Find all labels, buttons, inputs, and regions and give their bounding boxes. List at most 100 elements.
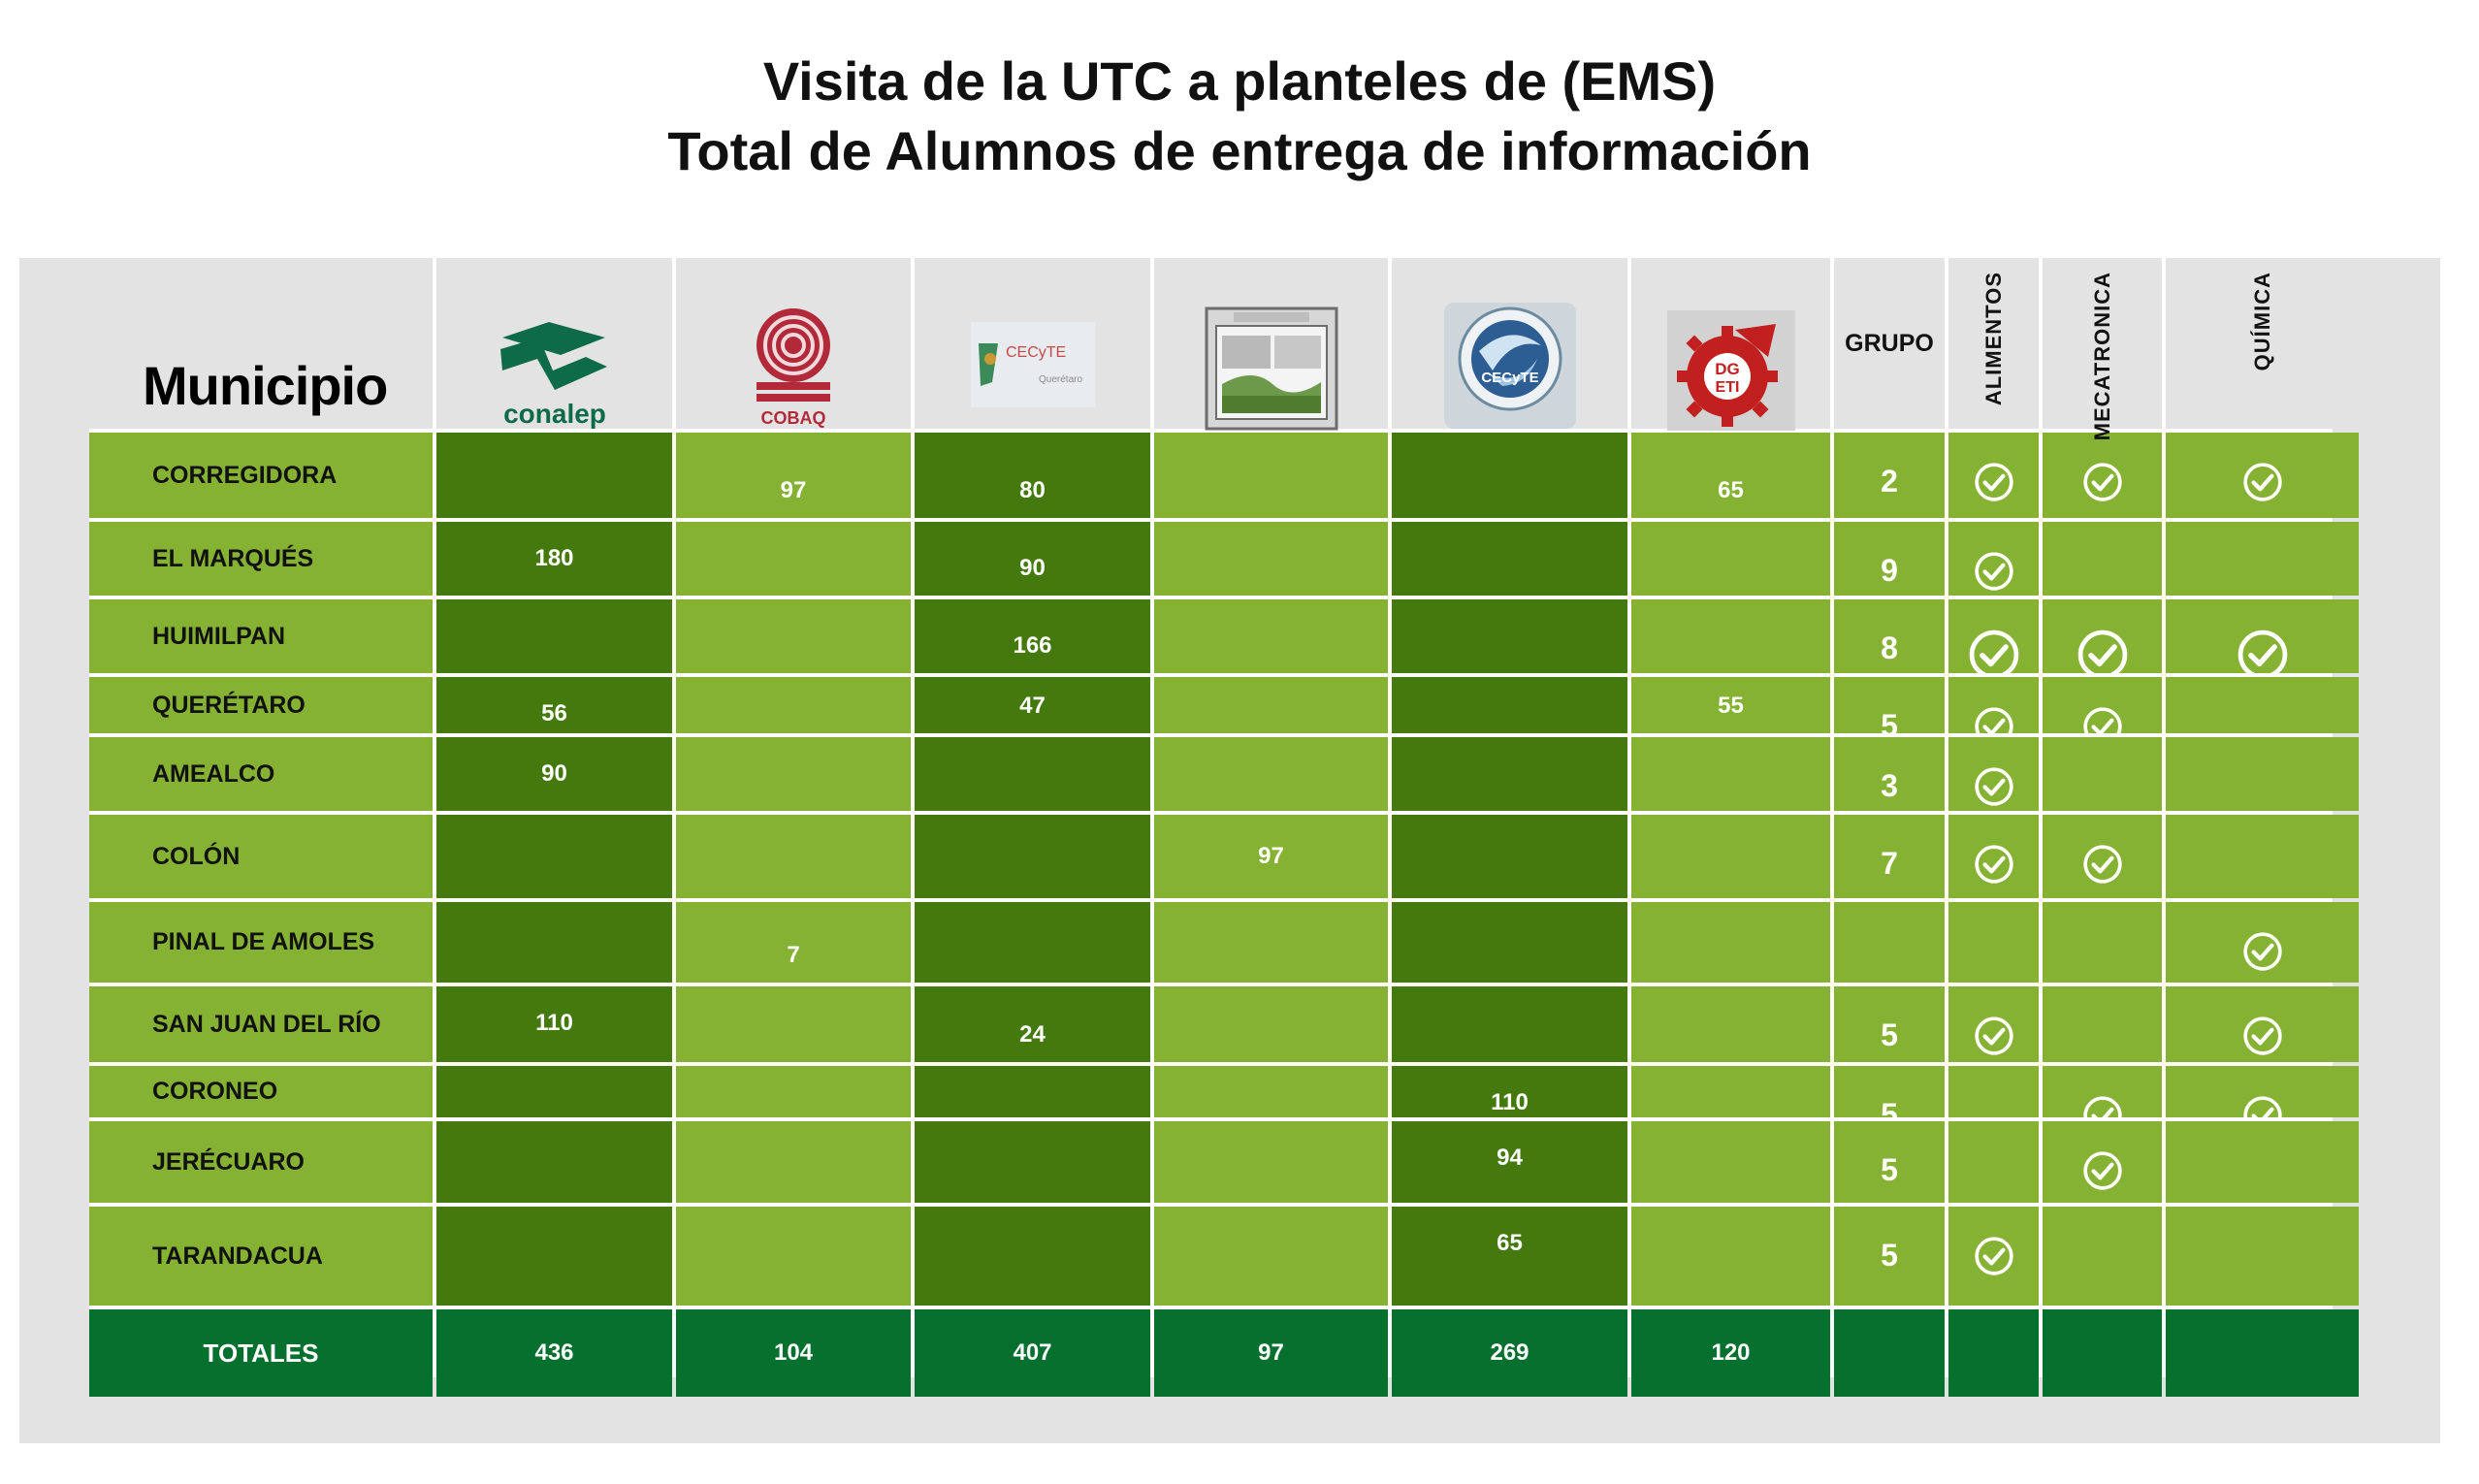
svg-text:COBAQ: COBAQ: [761, 408, 826, 428]
student-count-cell: [1154, 522, 1388, 596]
alimentos-check-cell: [1948, 599, 2039, 680]
quimica-check-cell: [2166, 677, 2359, 733]
quimica-check-cell: [2166, 522, 2359, 596]
mecatronica-check-cell: [2043, 433, 2162, 518]
student-count-cell: [1631, 522, 1830, 596]
student-count-cell: [1631, 1121, 1830, 1203]
mecatronica-check-cell: [2043, 815, 2162, 898]
header-quimica-label: QUÍMICA: [2249, 272, 2274, 371]
alimentos-check-cell: [1948, 737, 2039, 811]
alimentos-check-cell: [1948, 1207, 2039, 1306]
student-count-cell: [915, 1066, 1150, 1117]
municipio-name: AMEALCO: [89, 737, 433, 811]
student-count-cell: [676, 986, 911, 1062]
header-grupo: GRUPO: [1834, 258, 1945, 429]
header-school-2: COBAQ: [676, 258, 911, 429]
quimica-check-cell: [2166, 599, 2359, 680]
municipio-name: JERÉCUARO: [89, 1121, 433, 1203]
student-count-cell: [1392, 902, 1627, 983]
totals-label: TOTALES: [89, 1309, 433, 1397]
student-count-cell: 97: [676, 433, 911, 518]
student-count-cell: [436, 902, 672, 983]
check-circle-icon: [2242, 1016, 2283, 1063]
check-circle-icon: [1974, 462, 2014, 509]
student-count-cell: 24: [915, 986, 1150, 1062]
grupo-value: 5: [1834, 1207, 1945, 1306]
student-count-cell: [915, 815, 1150, 898]
student-count-cell: [676, 1207, 911, 1306]
header-municipio: Municipio: [89, 258, 433, 429]
student-count-cell: [1154, 737, 1388, 811]
school-crest-logo: [1205, 306, 1338, 436]
grupo-value: 5: [1834, 986, 1945, 1062]
municipio-name: COLÓN: [89, 815, 433, 898]
check-circle-icon: [2242, 931, 2283, 979]
quimica-check-cell: [2166, 815, 2359, 898]
svg-text:conalep: conalep: [503, 399, 606, 429]
total-value-cell: 104: [676, 1309, 911, 1397]
dgeti-logo: DG ETI: [1666, 310, 1795, 436]
grupo-value: 9: [1834, 522, 1945, 596]
header-quimica: QUÍMICA: [2166, 258, 2359, 429]
student-count-cell: 7: [676, 902, 911, 983]
student-count-cell: [915, 1121, 1150, 1203]
check-circle-icon: [2082, 462, 2123, 509]
student-count-cell: [436, 433, 672, 518]
municipio-name: EL MARQUÉS: [89, 522, 433, 596]
student-count-cell: [676, 1121, 911, 1203]
municipio-name: QUERÉTARO: [89, 677, 433, 733]
student-count-cell: [436, 1207, 672, 1306]
student-count-cell: 110: [1392, 1066, 1627, 1117]
mecatronica-check-cell: [2043, 1207, 2162, 1306]
student-count-cell: [1392, 815, 1627, 898]
header-mecatronica-label: MECATRONICA: [2089, 272, 2114, 441]
total-value-cell: 120: [1631, 1309, 1830, 1397]
student-count-cell: [1154, 433, 1388, 518]
alimentos-check-cell: [1948, 1121, 2039, 1203]
student-count-cell: [1154, 1207, 1388, 1306]
header-school-3: CECyTE Querétaro: [915, 258, 1150, 429]
header-school-5: CECyTE: [1392, 258, 1627, 429]
alimentos-check-cell: [1948, 986, 2039, 1062]
page-title: Visita de la UTC a planteles de (EMS): [762, 50, 1717, 112]
student-count-cell: [436, 1121, 672, 1203]
student-count-cell: 90: [915, 522, 1150, 596]
student-count-cell: [1392, 677, 1627, 733]
municipio-name: CORONEO: [89, 1066, 433, 1117]
totals-empty-cell: [1948, 1309, 2039, 1397]
header-school-1: conalep: [436, 258, 672, 429]
grupo-value: 5: [1834, 677, 1945, 743]
student-count-cell: [1631, 737, 1830, 811]
student-count-cell: [436, 599, 672, 673]
quimica-check-cell: [2166, 986, 2359, 1062]
student-count-cell: [915, 1207, 1150, 1306]
svg-text:CECyTE: CECyTE: [1481, 370, 1538, 386]
check-circle-icon: [1974, 766, 2014, 814]
student-count-cell: [1392, 986, 1627, 1062]
quimica-check-cell: [2166, 1066, 2359, 1135]
student-count-cell: 47: [915, 677, 1150, 733]
student-count-cell: [676, 599, 911, 673]
grupo-value: 3: [1834, 737, 1945, 811]
mecatronica-check-cell: [2043, 522, 2162, 596]
data-table: Municipio conalep COBAQ CECyTE Querétaro: [89, 258, 2359, 1397]
svg-text:Querétaro: Querétaro: [1039, 374, 1082, 385]
quimica-check-cell: [2166, 902, 2359, 983]
header-alimentos: ALIMENTOS: [1948, 258, 2039, 429]
student-count-cell: [1392, 433, 1627, 518]
page-subtitle: Total de Alumnos de entrega de informaci…: [667, 120, 1812, 181]
check-circle-icon: [2237, 629, 2289, 688]
student-count-cell: [1631, 599, 1830, 673]
student-count-cell: [1154, 986, 1388, 1062]
student-count-cell: [1154, 677, 1388, 733]
student-count-cell: [915, 902, 1150, 983]
alimentos-check-cell: [1948, 677, 2039, 746]
municipio-name: SAN JUAN DEL RÍO: [89, 986, 433, 1062]
svg-text:CECyTE: CECyTE: [1006, 344, 1066, 361]
student-count-cell: [1154, 902, 1388, 983]
cecyte-logo: CECyTE: [1443, 303, 1576, 434]
student-count-cell: [676, 677, 911, 733]
alimentos-check-cell: [1948, 1066, 2039, 1117]
student-count-cell: 94: [1392, 1121, 1627, 1203]
student-count-cell: 166: [915, 599, 1150, 673]
